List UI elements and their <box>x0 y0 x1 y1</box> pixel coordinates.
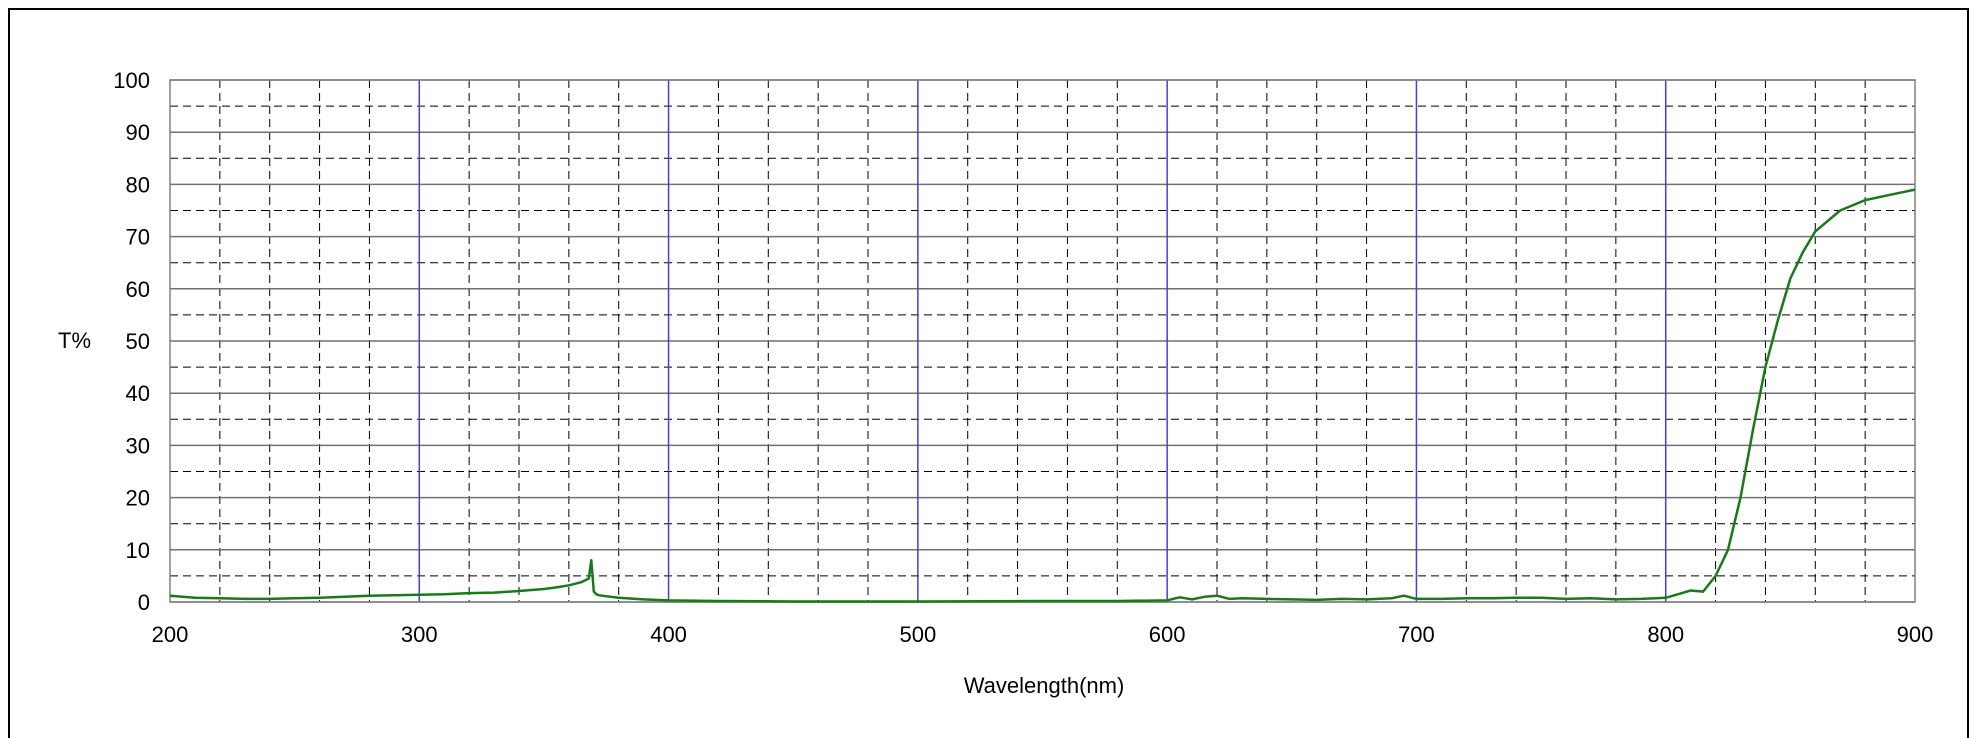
y-tick-label: 10 <box>126 538 150 563</box>
x-tick-label: 700 <box>1398 622 1435 647</box>
x-tick-label: 500 <box>899 622 936 647</box>
y-tick-label: 60 <box>126 277 150 302</box>
tick-labels: 0 10 20 30 40 50 60 70 80 90 100 200 300 400 500 600 700… <box>113 68 1933 647</box>
x-tick-label: 600 <box>1149 622 1186 647</box>
y-tick-label: 40 <box>126 381 150 406</box>
y-tick-label: 70 <box>126 225 150 250</box>
x-tick-label: 800 <box>1647 622 1684 647</box>
y-axis-label: T% <box>58 328 91 353</box>
grid-layer <box>170 79 1915 603</box>
y-tick-label: 20 <box>126 486 150 511</box>
y-tick-label: 50 <box>126 329 150 354</box>
y-tick-label: 30 <box>126 433 150 458</box>
series-line <box>169 188 1916 603</box>
x-axis-label: Wavelength(nm) <box>964 673 1125 698</box>
x-tick-label: 900 <box>1897 622 1934 647</box>
y-tick-label: 90 <box>126 120 150 145</box>
y-tick-label: 100 <box>113 68 150 93</box>
x-tick-label: 200 <box>152 622 189 647</box>
x-tick-label: 300 <box>401 622 438 647</box>
chart-frame <box>8 8 1969 738</box>
x-tick-label: 400 <box>650 622 687 647</box>
y-tick-label: 80 <box>126 172 150 197</box>
y-tick-label: 0 <box>138 590 150 615</box>
